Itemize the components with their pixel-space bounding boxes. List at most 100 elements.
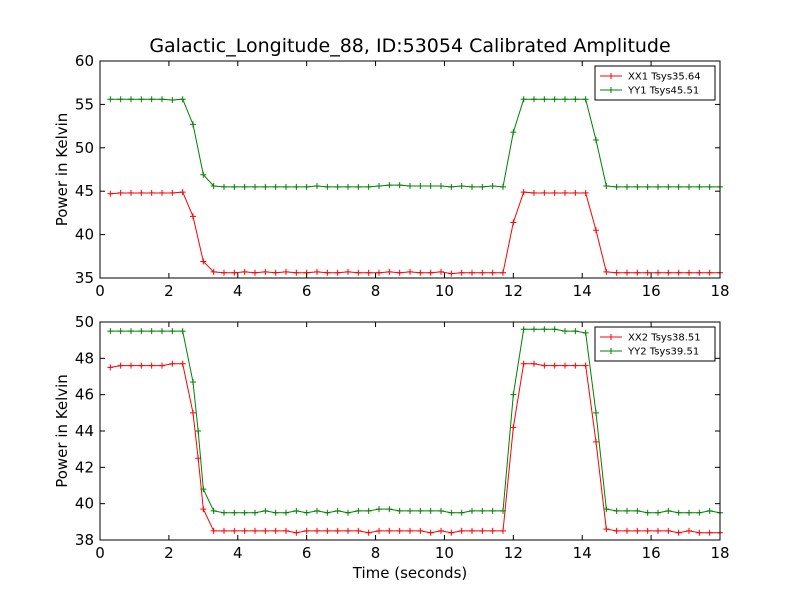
data-point <box>365 529 372 536</box>
data-point <box>107 328 114 335</box>
data-point <box>531 326 537 333</box>
data-point <box>520 189 527 196</box>
data-point <box>417 507 424 514</box>
legend-marker <box>608 348 614 354</box>
data-point <box>458 182 465 189</box>
x-axis-label: Time (seconds) <box>352 564 468 582</box>
series-1 <box>107 189 723 277</box>
y-tick-label: 40 <box>75 495 94 513</box>
data-point <box>603 268 610 275</box>
data-point <box>551 189 558 196</box>
y-tick-label: 45 <box>75 182 94 200</box>
data-point <box>210 182 217 189</box>
data-point <box>489 527 496 534</box>
legend-label: XX1 Tsys35.64 <box>628 72 701 83</box>
data-point <box>500 269 506 276</box>
data-point <box>448 509 455 516</box>
data-point <box>500 527 506 534</box>
data-point <box>438 182 444 189</box>
data-point <box>355 269 362 276</box>
data-point <box>283 509 289 516</box>
data-point <box>613 269 620 276</box>
data-point <box>613 507 620 514</box>
data-point <box>489 507 496 514</box>
data-point <box>221 183 227 190</box>
data-point <box>531 360 537 367</box>
data-point <box>562 189 568 196</box>
data-point <box>345 509 351 516</box>
data-point <box>272 269 279 276</box>
data-point <box>386 527 393 534</box>
data-point <box>706 269 713 276</box>
data-point <box>634 507 641 514</box>
data-point <box>489 269 496 276</box>
data-point <box>551 326 558 333</box>
data-point <box>386 182 393 189</box>
data-point <box>675 269 682 276</box>
legend-marker <box>608 73 614 79</box>
data-point <box>293 529 300 536</box>
data-point <box>365 183 372 190</box>
data-point <box>169 360 176 367</box>
data-point <box>138 189 145 196</box>
data-point <box>438 527 444 534</box>
data-point <box>262 268 269 275</box>
data-point <box>593 227 599 234</box>
data-point <box>303 509 310 516</box>
data-point <box>407 182 413 189</box>
y-tick-label: 38 <box>75 531 94 549</box>
data-point <box>562 362 568 369</box>
data-point <box>469 269 475 276</box>
data-point <box>117 189 124 196</box>
data-point <box>252 269 258 276</box>
data-point <box>293 269 300 276</box>
data-point <box>500 507 506 514</box>
data-point <box>303 527 310 534</box>
data-point <box>520 96 527 103</box>
data-point <box>200 506 207 513</box>
data-point <box>159 189 165 196</box>
data-point <box>345 183 351 190</box>
data-point <box>469 527 475 534</box>
data-point <box>262 507 269 514</box>
data-point <box>613 527 620 534</box>
data-point <box>531 189 537 196</box>
data-point <box>117 96 124 103</box>
data-point <box>365 269 372 276</box>
data-point <box>407 527 413 534</box>
data-point <box>655 509 661 516</box>
data-point <box>334 183 341 190</box>
data-point <box>200 171 207 178</box>
data-point <box>334 527 341 534</box>
data-point <box>520 326 527 333</box>
data-point <box>221 527 227 534</box>
data-point <box>603 506 610 513</box>
data-point <box>293 183 300 190</box>
x-tick-label: 14 <box>573 282 592 300</box>
legend-label: YY1 Tsys45.51 <box>627 86 699 97</box>
data-point <box>603 182 610 189</box>
data-point <box>179 328 186 335</box>
data-point <box>644 527 651 534</box>
data-point <box>314 507 320 514</box>
data-point <box>593 409 599 416</box>
data-point <box>241 527 248 534</box>
legend-label: XX2 Tsys38.51 <box>628 333 701 344</box>
data-point <box>128 96 134 103</box>
data-point <box>283 183 289 190</box>
data-point <box>159 96 165 103</box>
data-point <box>138 362 145 369</box>
data-point <box>148 189 155 196</box>
data-point <box>179 360 186 367</box>
data-point <box>562 96 568 103</box>
data-point <box>376 506 382 513</box>
data-point <box>128 362 134 369</box>
data-point <box>644 509 651 516</box>
data-point <box>696 529 703 536</box>
data-point <box>644 183 651 190</box>
data-point <box>376 527 382 534</box>
data-point <box>582 362 589 369</box>
data-point <box>262 183 269 190</box>
data-point <box>252 527 258 534</box>
data-point <box>272 509 279 516</box>
